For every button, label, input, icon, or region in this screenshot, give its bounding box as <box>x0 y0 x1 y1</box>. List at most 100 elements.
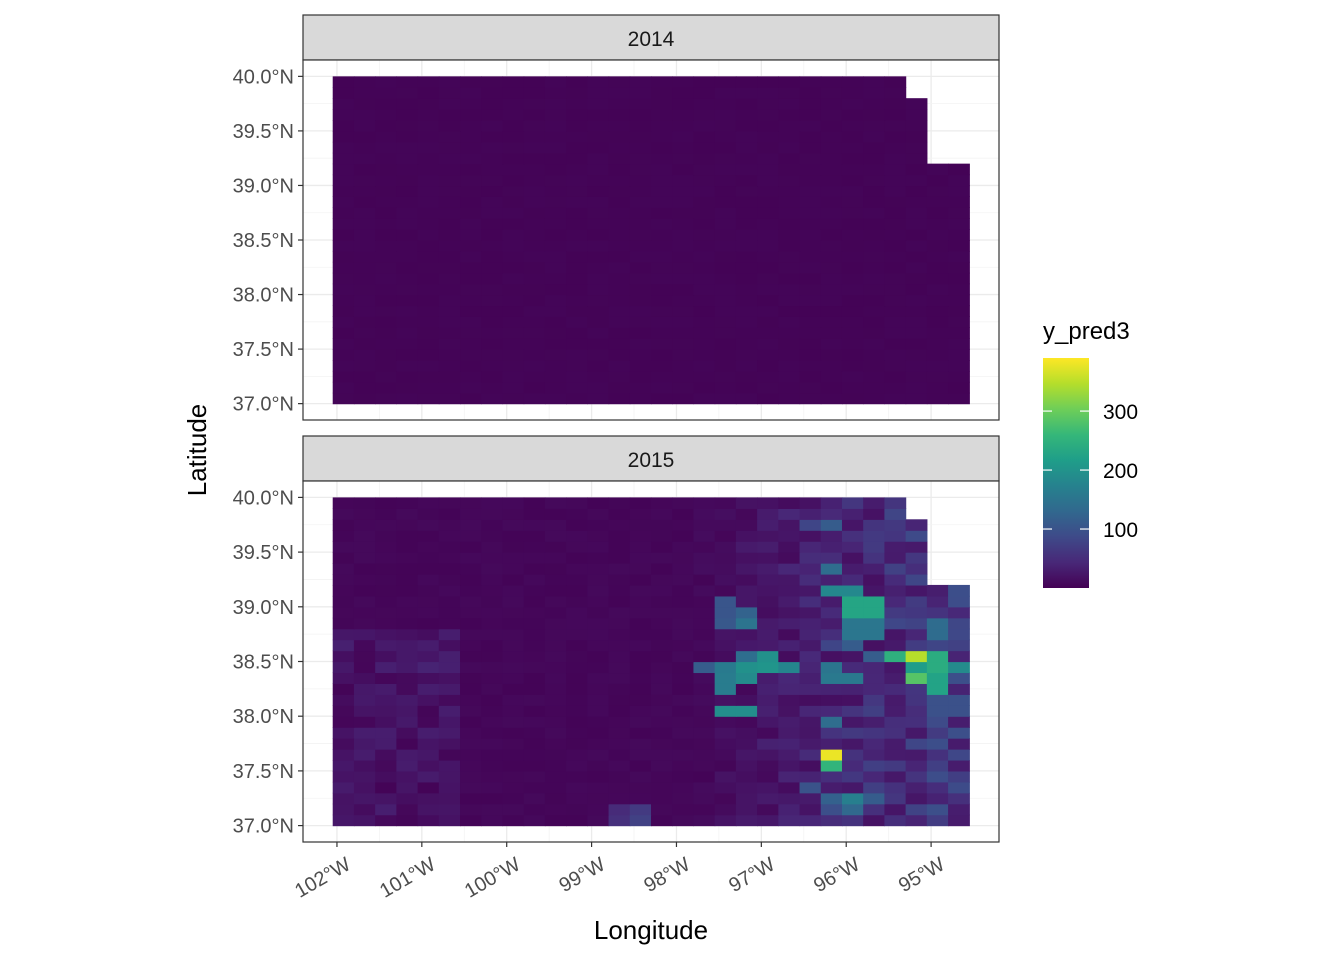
raster-cell <box>735 349 758 361</box>
raster-cell <box>566 639 588 652</box>
raster-cell <box>799 229 822 241</box>
raster-cell <box>502 508 525 520</box>
raster-cell <box>417 109 440 121</box>
raster-cell <box>735 120 758 132</box>
raster-cell <box>502 792 525 805</box>
raster-cell <box>820 174 843 187</box>
raster-cell <box>651 759 673 772</box>
raster-cell <box>672 508 695 520</box>
raster-cell <box>651 650 673 663</box>
raster-cell <box>651 283 673 296</box>
raster-cell <box>841 770 864 783</box>
raster-cell <box>332 573 355 586</box>
raster-cell <box>778 272 801 285</box>
raster-cell <box>820 781 843 794</box>
raster-cell <box>608 770 631 783</box>
raster-cell <box>353 792 376 805</box>
raster-cell <box>841 316 864 328</box>
raster-cell <box>587 650 610 663</box>
raster-cell <box>587 174 610 187</box>
raster-cell <box>587 261 610 274</box>
raster-cell <box>735 370 758 383</box>
raster-cell <box>417 229 440 241</box>
raster-cell <box>820 196 843 208</box>
raster-cell <box>693 705 716 717</box>
raster-cell <box>651 218 673 230</box>
raster-cell <box>714 716 737 728</box>
raster-cell <box>905 360 928 372</box>
raster-cell <box>820 573 843 586</box>
raster-cell <box>799 814 822 827</box>
raster-cell <box>948 283 970 296</box>
raster-cell <box>693 130 716 143</box>
raster-cell <box>417 163 440 176</box>
raster-cell <box>629 552 652 564</box>
raster-cell <box>481 617 504 630</box>
raster-cell <box>502 98 525 110</box>
raster-cell <box>651 595 673 608</box>
raster-cell <box>460 349 482 361</box>
raster-cell <box>905 392 928 405</box>
raster-cell <box>587 316 610 328</box>
raster-cell <box>735 781 758 794</box>
raster-cell <box>672 759 695 772</box>
raster-cell <box>629 573 652 586</box>
raster-cell <box>608 508 631 520</box>
raster-cell <box>714 141 737 154</box>
raster-cell <box>544 87 567 99</box>
raster-cell <box>460 163 482 176</box>
raster-cell <box>863 814 886 827</box>
raster-cell <box>438 294 461 307</box>
raster-cell <box>884 759 907 772</box>
raster-cell <box>693 141 716 154</box>
raster-cell <box>926 261 949 274</box>
y-tick-label: 40.0°N <box>233 66 294 88</box>
raster-cell <box>714 196 737 208</box>
raster-cell <box>926 360 949 372</box>
raster-cell <box>820 240 843 252</box>
raster-cell <box>332 316 355 328</box>
raster-cell <box>735 738 758 750</box>
raster-cell <box>905 240 928 252</box>
raster-cell <box>460 705 482 717</box>
raster-cell <box>926 749 949 761</box>
raster-cell <box>948 606 970 619</box>
raster-cell <box>481 628 504 641</box>
raster-cell <box>396 174 419 187</box>
raster-cell <box>608 497 631 509</box>
raster-cell <box>460 803 482 816</box>
raster-cell <box>396 316 419 328</box>
raster-cell <box>905 683 928 695</box>
raster-cell <box>905 617 928 630</box>
raster-cell <box>332 727 355 739</box>
raster-cell <box>799 661 822 674</box>
raster-cell <box>332 628 355 641</box>
raster-cell <box>332 639 355 652</box>
raster-cell <box>353 541 376 553</box>
raster-cell <box>948 392 970 405</box>
raster-cell <box>799 370 822 383</box>
raster-cell <box>693 392 716 405</box>
raster-cell <box>481 381 504 394</box>
raster-cell <box>905 305 928 317</box>
raster-cell <box>502 628 525 641</box>
raster-cell <box>735 672 758 684</box>
raster-cell <box>566 661 588 674</box>
raster-cell <box>778 519 801 531</box>
raster-cell <box>608 207 631 219</box>
raster-cell <box>481 327 504 339</box>
raster-cell <box>481 803 504 816</box>
raster-cell <box>841 563 864 575</box>
raster-cell <box>460 152 482 165</box>
strip-label-2: 2015 <box>628 449 675 472</box>
raster-cell <box>396 360 419 372</box>
raster-cell <box>608 349 631 361</box>
raster-cell <box>481 661 504 674</box>
raster-cell <box>481 316 504 328</box>
raster-cell <box>714 76 737 88</box>
raster-cell <box>608 672 631 684</box>
raster-cell <box>905 584 928 597</box>
raster-cell <box>353 338 376 350</box>
raster-cell <box>332 672 355 684</box>
raster-cell <box>629 130 652 143</box>
